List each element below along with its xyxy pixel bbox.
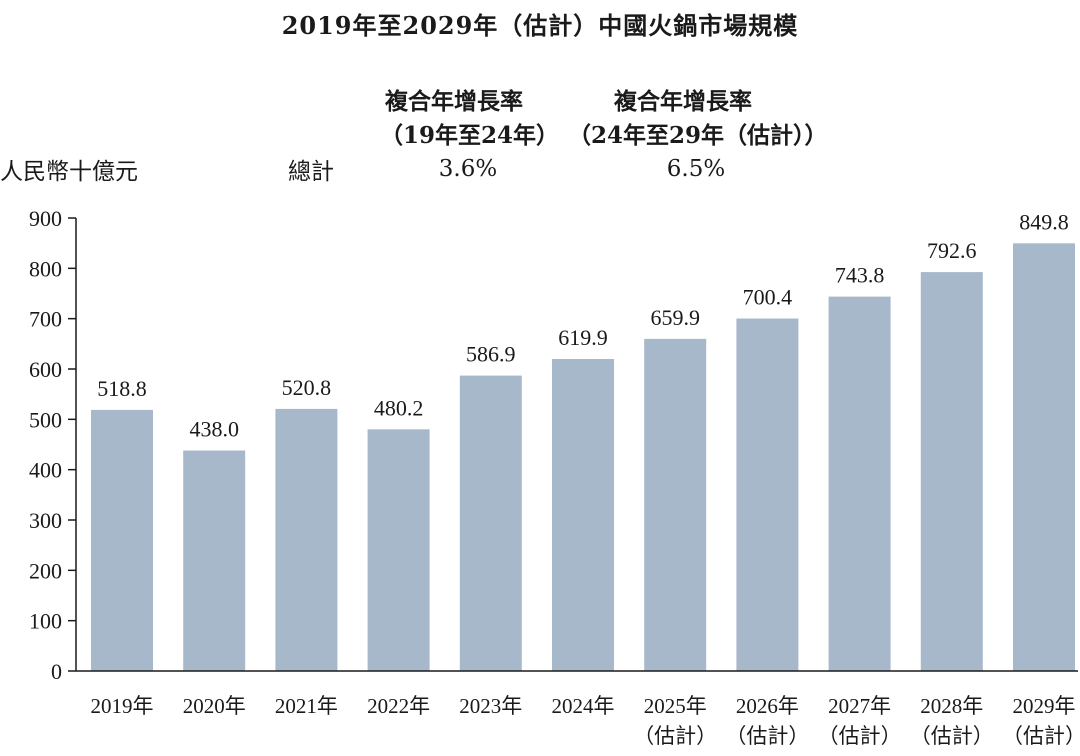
bar <box>736 318 799 671</box>
bar <box>183 450 246 671</box>
data-label: 743.8 <box>835 263 885 288</box>
bar <box>367 429 430 671</box>
cagr-period-1: （19年至24年） <box>380 122 560 149</box>
y-tick-label: 100 <box>29 609 62 634</box>
data-label: 619.9 <box>558 325 608 350</box>
data-label: 520.8 <box>282 375 332 400</box>
total-label: 總計 <box>288 159 334 185</box>
y-tick-label: 500 <box>29 407 62 432</box>
bar <box>644 338 707 671</box>
y-tick-label: 700 <box>29 307 62 332</box>
data-label: 659.9 <box>650 305 700 330</box>
x-tick-label: 2021年 <box>275 694 338 718</box>
data-label: 518.8 <box>97 376 147 401</box>
bar <box>552 359 614 671</box>
x-tick-label: 2025年 <box>644 694 707 718</box>
bar <box>920 272 983 671</box>
data-label: 438.0 <box>189 417 239 442</box>
x-tick-label: 2019年 <box>91 694 154 718</box>
x-tick-label: 2026年 <box>736 694 799 718</box>
x-tick-label: （估計） <box>818 724 902 748</box>
cagr-period-2: （24年至29年（估計）） <box>568 122 828 149</box>
x-tick-label: 2029年 <box>1013 694 1076 718</box>
x-tick-label: 2027年 <box>828 694 891 718</box>
x-tick-label: 2024年 <box>552 694 615 718</box>
data-label: 849.8 <box>1019 209 1069 234</box>
chart-title: 2019年至2029年（估計）中國火鍋市場規模 <box>281 11 799 40</box>
y-tick-label: 0 <box>51 659 62 684</box>
bar <box>1013 243 1075 672</box>
y-tick-label: 300 <box>29 508 62 533</box>
bar <box>91 409 153 671</box>
unit-label: 人民幣十億元 <box>0 159 138 185</box>
x-tick-label: 2022年 <box>367 694 430 718</box>
x-tick-label: 2023年 <box>459 694 522 718</box>
x-tick-label: （估計） <box>910 724 994 748</box>
bar <box>828 296 891 671</box>
y-tick-label: 900 <box>29 206 62 231</box>
y-tick-label: 200 <box>29 558 62 583</box>
data-label: 792.6 <box>927 238 977 263</box>
cagr-heading-2: 複合年增長率 <box>614 88 752 115</box>
bar <box>459 375 522 671</box>
data-label: 700.4 <box>743 285 793 310</box>
x-tick-label: （估計） <box>633 724 717 748</box>
cagr-value-1: 3.6% <box>438 156 498 182</box>
bar <box>275 408 338 671</box>
cagr-value-2: 6.5% <box>666 156 726 182</box>
x-tick-label: （估計） <box>725 724 809 748</box>
y-tick-label: 400 <box>29 458 62 483</box>
cagr-heading-1: 複合年增長率 <box>385 88 523 115</box>
y-tick-label: 600 <box>29 357 62 382</box>
data-label: 586.9 <box>466 342 516 367</box>
x-tick-label: （估計） <box>1002 724 1080 748</box>
data-label: 480.2 <box>374 395 424 420</box>
y-tick-label: 800 <box>29 256 62 281</box>
x-tick-label: 2028年 <box>920 694 983 718</box>
x-tick-label: 2020年 <box>183 694 246 718</box>
